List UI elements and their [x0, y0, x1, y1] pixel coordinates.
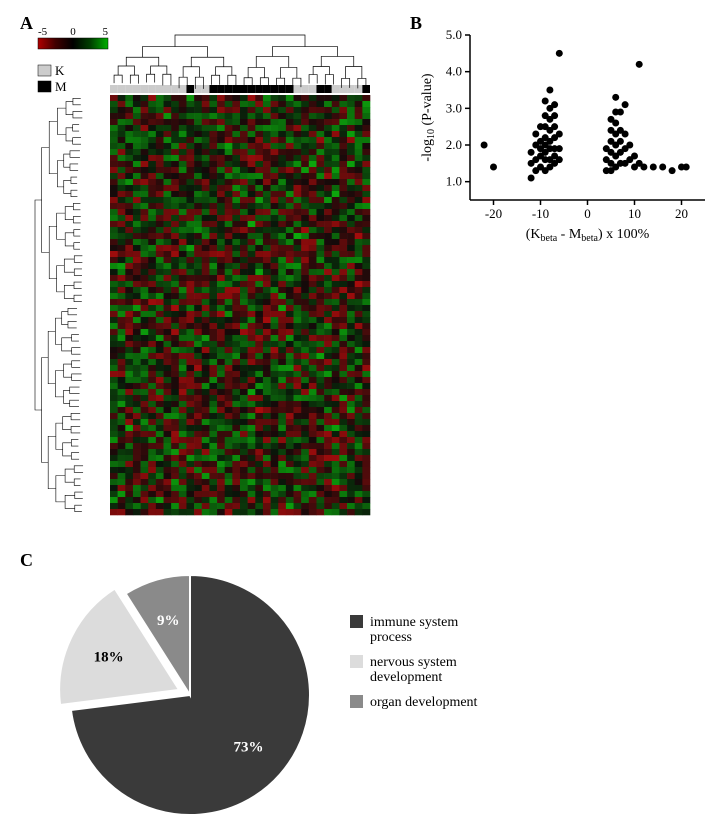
svg-text:-5: -5	[38, 26, 48, 38]
svg-text:18%: 18%	[94, 650, 124, 666]
svg-text:nervous system: nervous system	[370, 655, 457, 670]
svg-text:process: process	[370, 630, 412, 645]
volcano-plot: -20 -10 0 10 20 1.0 2.0 3.0 4.0 5.0 (Kbeta - Mbeta…	[415, 20, 711, 250]
svg-text:9%: 9%	[157, 613, 180, 629]
svg-text:20: 20	[675, 206, 688, 221]
svg-text:10: 10	[628, 206, 641, 221]
svg-text:73%: 73%	[234, 740, 264, 756]
svg-text:0: 0	[584, 206, 591, 221]
heatmap-panel: -5 0 5 KM	[10, 10, 400, 540]
svg-text:-10: -10	[532, 206, 549, 221]
svg-text:-20: -20	[485, 206, 502, 221]
svg-text:M: M	[55, 79, 67, 94]
svg-text:5: 5	[103, 26, 109, 38]
svg-text:4.0: 4.0	[446, 64, 462, 79]
svg-text:organ development: organ development	[370, 695, 478, 710]
svg-text:0: 0	[70, 26, 76, 38]
svg-text:3.0: 3.0	[446, 100, 462, 115]
svg-text:(Kbeta - Mbeta) x 100%: (Kbeta - Mbeta) x 100%	[526, 227, 650, 244]
svg-text:immune system: immune system	[370, 615, 458, 630]
svg-text:K: K	[55, 63, 65, 78]
svg-text:1.0: 1.0	[446, 174, 462, 189]
pie-chart-panel: 73% 18% 9% immune systemprocess nervous syst…	[20, 555, 700, 825]
svg-text:-log10 (P-value): -log10 (P-value)	[420, 73, 437, 161]
svg-text:5.0: 5.0	[446, 27, 462, 42]
svg-text:2.0: 2.0	[446, 137, 462, 152]
svg-text:development: development	[370, 670, 442, 685]
